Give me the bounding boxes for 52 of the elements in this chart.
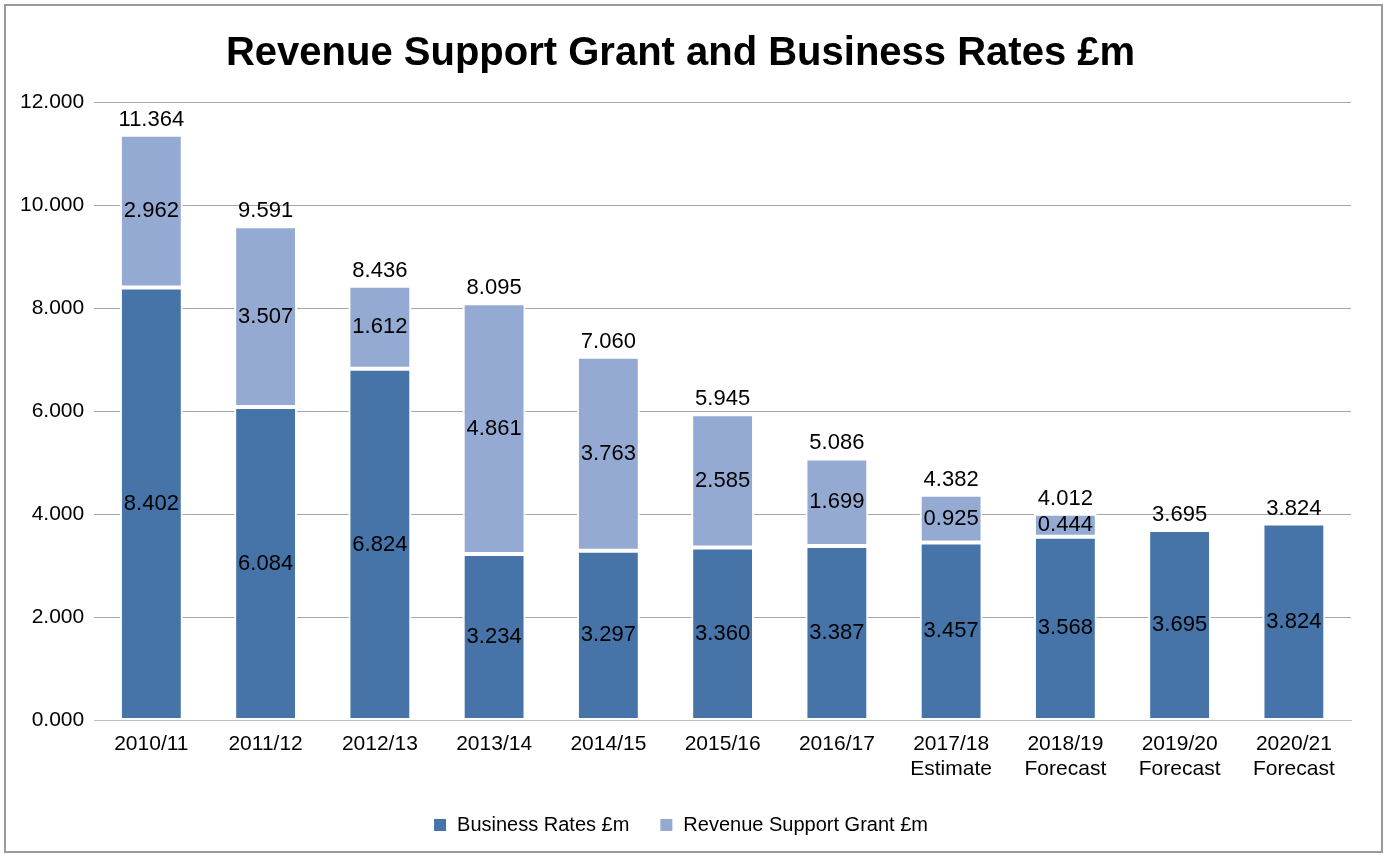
chart-title: Revenue Support Grant and Business Rates £m (225, 29, 1136, 74)
x-tick-label: 2011/12 (228, 731, 303, 754)
data-label: 3.234 (466, 623, 522, 649)
total-label: 7.060 (580, 327, 636, 353)
total-label: 5.945 (695, 385, 751, 411)
x-tick-label: 2010/11 (114, 731, 189, 754)
total-label: 3.695 (1152, 501, 1208, 527)
total-label: 11.364 (118, 105, 185, 131)
data-label: 0.444 (1037, 511, 1093, 537)
y-tick-label: 8.000 (31, 295, 85, 318)
legend-label: Revenue Support Grant £m (683, 812, 928, 835)
data-label: 1.612 (352, 313, 408, 339)
data-label: 6.084 (238, 549, 294, 575)
total-label: 3.824 (1266, 494, 1322, 520)
x-tick-label: 2012/13 (341, 731, 418, 754)
data-label: 3.387 (809, 619, 865, 645)
total-label: 4.012 (1037, 484, 1093, 510)
y-tick-label: 6.000 (31, 398, 85, 422)
data-label: 4.861 (466, 414, 522, 440)
data-label: 3.507 (238, 302, 294, 328)
y-tick-label: 2.000 (31, 604, 85, 628)
y-tick-label: 0.000 (31, 707, 85, 731)
data-label: 8.402 (123, 489, 179, 515)
data-label: 3.297 (580, 621, 636, 647)
legend-label: Business Rates £m (457, 812, 630, 835)
total-label: 8.095 (466, 274, 522, 300)
y-tick-label: 10.000 (20, 191, 85, 215)
total-label: 9.591 (238, 197, 294, 223)
x-tick-label: 2017/18 Estimate (910, 731, 992, 780)
data-label: 3.360 (695, 619, 751, 645)
data-label: 3.457 (923, 617, 979, 643)
total-label: 8.436 (352, 256, 408, 282)
data-label: 3.824 (1266, 607, 1322, 633)
data-label: 1.699 (809, 488, 865, 514)
data-label: 2.585 (695, 466, 751, 492)
data-label: 3.568 (1037, 614, 1093, 640)
x-tick-label: 2013/14 (456, 731, 533, 754)
total-label: 5.086 (809, 429, 865, 455)
x-tick-label: 2018/19 Forecast (1024, 731, 1107, 780)
y-tick-label: 4.000 (31, 501, 85, 525)
data-label: 0.925 (923, 504, 979, 530)
total-label: 4.382 (923, 465, 979, 491)
data-label: 3.695 (1152, 611, 1208, 637)
x-tick-label: 2019/20 Forecast (1138, 731, 1221, 780)
data-label: 6.824 (352, 530, 408, 556)
x-tick-label: 2016/17 (798, 731, 875, 754)
y-tick-label: 12.000 (20, 88, 85, 112)
x-tick-label: 2020/21 Forecast (1253, 731, 1335, 780)
data-label: 3.763 (580, 439, 636, 465)
x-tick-label: 2015/16 (684, 731, 761, 754)
x-tick-label: 2014/15 (570, 731, 647, 754)
data-label: 2.962 (123, 197, 179, 223)
